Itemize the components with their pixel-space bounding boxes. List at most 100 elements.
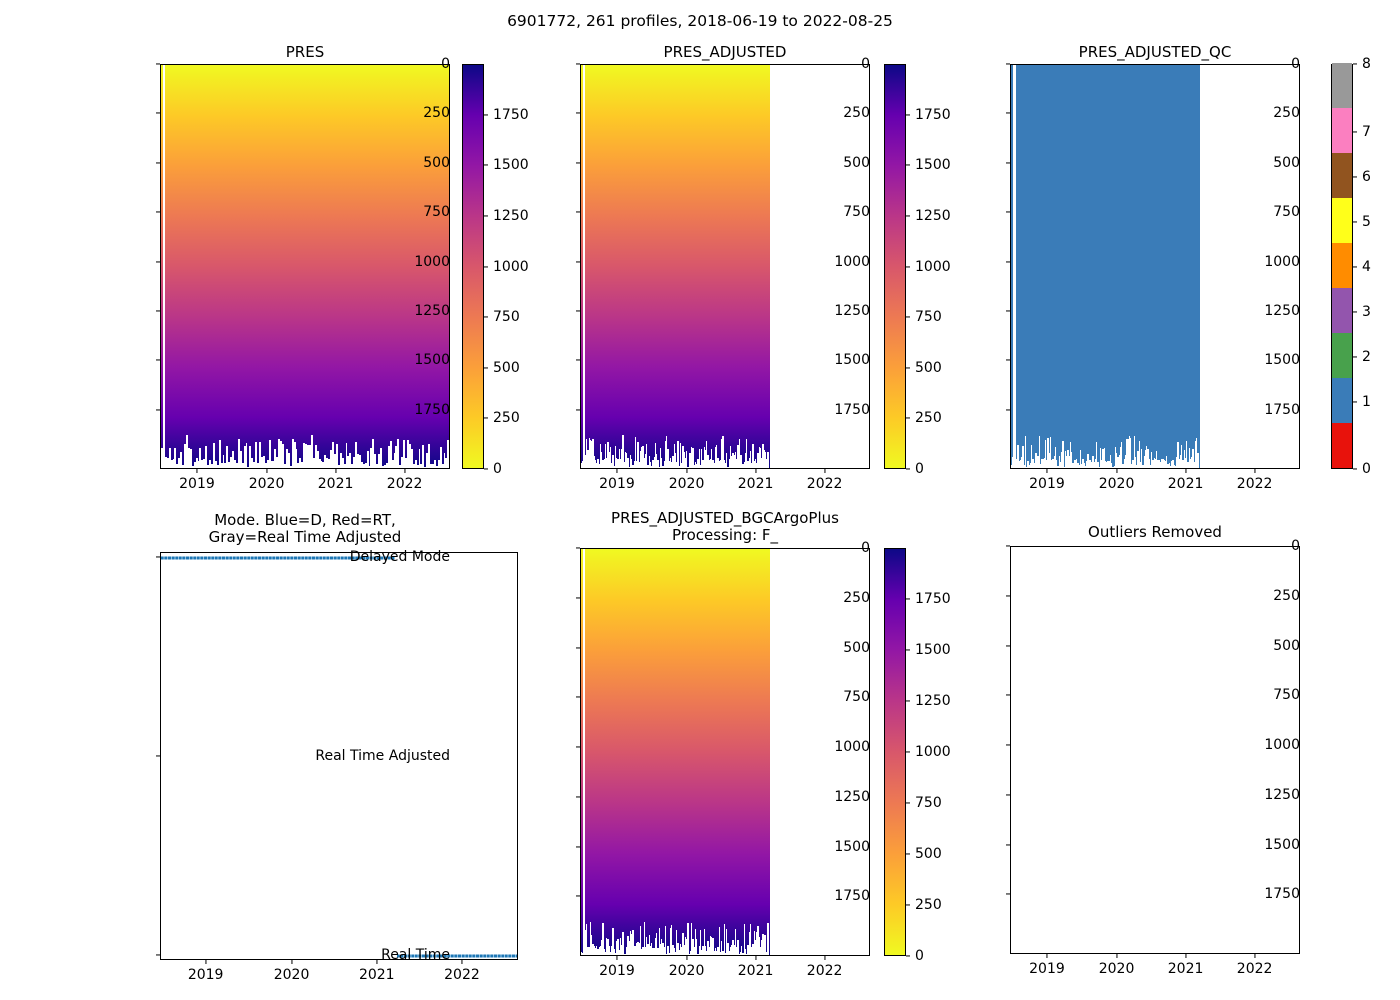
axes-pres[interactable] <box>160 64 450 469</box>
y-tick-label: Real Time <box>381 947 450 964</box>
y-tick-mark <box>156 359 160 361</box>
colorbar-tick-mark <box>906 468 910 470</box>
x-tick-label: 2021 <box>737 963 774 979</box>
x-tick-mark <box>1046 469 1048 473</box>
y-tick-label: 250 <box>843 589 870 606</box>
colorbar-tick-label: 250 <box>493 410 520 427</box>
colorbar-tick-label: 750 <box>915 795 942 811</box>
qc-colorbar-tick-mark <box>1353 220 1357 223</box>
y-tick-mark <box>1006 794 1010 796</box>
y-tick-label: 1500 <box>834 352 870 369</box>
y-tick-label: 500 <box>843 639 870 656</box>
x-tick-mark <box>1254 954 1256 958</box>
y-tick-label: 1750 <box>414 401 450 418</box>
x-tick-mark <box>616 469 618 473</box>
profile-depth-ragged-edge <box>581 434 770 468</box>
x-tick-mark <box>205 960 207 964</box>
y-tick-label: 250 <box>843 105 870 122</box>
colorbar-tick-mark <box>484 215 488 217</box>
y-tick-mark <box>576 211 580 213</box>
panel-bgc-title-line1: PRES_ADJUSTED_BGCArgoPlus <box>611 509 839 527</box>
x-tick-label: 2022 <box>1236 961 1273 977</box>
y-tick-mark <box>1006 843 1010 846</box>
y-tick-mark <box>576 261 580 263</box>
colorbar-tick-label: 1000 <box>493 258 529 275</box>
colorbar-tick-mark <box>906 417 910 419</box>
y-tick-label: 750 <box>843 204 870 221</box>
y-tick-label: 1000 <box>1264 737 1300 754</box>
qc-colorbar[interactable] <box>1331 63 1353 469</box>
colorbar-tick-mark <box>484 367 488 369</box>
y-tick-label: 250 <box>423 105 450 122</box>
axes-bgc[interactable] <box>580 548 870 956</box>
x-tick-mark <box>1046 954 1048 958</box>
axes-mode[interactable] <box>160 552 518 960</box>
panel-pres-adjusted: PRES_ADJUSTED 0 250 500 750 1000 1250 1500 1750… <box>576 44 870 492</box>
y-tick-mark <box>576 409 580 411</box>
panel-pres-adjusted-qc: PRES_ADJUSTED_QC 0 250 500 750 1000 1250 1500 1… <box>1006 43 1300 492</box>
x-tick-mark <box>376 960 378 964</box>
x-tick-mark <box>1116 954 1118 958</box>
qc-colorbar-tick-mark <box>1353 130 1357 133</box>
colorbar-tick-label: 750 <box>493 309 520 326</box>
y-tick-label: 250 <box>1273 587 1300 604</box>
x-tick-label: 2022 <box>386 476 423 492</box>
y-tick-mark <box>1006 694 1010 696</box>
y-tick-mark <box>156 310 160 312</box>
y-tick-label: 1250 <box>1264 786 1300 803</box>
profile-depth-ragged-edge <box>1011 434 1200 468</box>
qc-colorbar-tick-label: 2 <box>1362 348 1371 365</box>
y-tick-label: 250 <box>1273 105 1300 122</box>
y-tick-mark <box>576 547 580 549</box>
y-tick-mark <box>576 359 580 361</box>
y-tick-mark <box>576 696 580 698</box>
y-tick-label: 1500 <box>834 838 870 855</box>
qc-colorbar-swatch <box>1332 378 1352 423</box>
mode-series-line <box>161 556 396 560</box>
qc-colorbar-tick-mark <box>1353 310 1357 313</box>
x-tick-label: 2020 <box>248 476 285 492</box>
qc-colorbar-tick-mark <box>1353 355 1357 358</box>
y-tick-label: 1000 <box>1264 253 1300 270</box>
colorbar-tick-mark <box>906 904 910 906</box>
y-tick-mark <box>576 63 580 65</box>
pressure-colorbar[interactable] <box>884 548 906 956</box>
colorbar-tick-label: 1000 <box>915 744 951 760</box>
x-tick-mark <box>824 469 826 473</box>
colorbar-tick-label: 0 <box>915 461 924 477</box>
axes-pres-adjusted[interactable] <box>580 64 870 469</box>
y-tick-mark <box>1006 261 1010 263</box>
heatmap-gradient <box>1011 65 1200 468</box>
missing-profile-gap <box>582 549 585 955</box>
x-tick-label: 2019 <box>599 476 635 492</box>
colorbar-tick-mark <box>906 367 910 369</box>
y-tick-mark <box>576 112 580 114</box>
missing-profile-gap <box>582 65 585 468</box>
x-tick-label: 2019 <box>599 963 635 979</box>
colorbar-tick-label: 1250 <box>915 693 951 709</box>
qc-colorbar-swatch <box>1332 108 1352 153</box>
y-tick-mark <box>1006 893 1010 895</box>
panel-mode-title-line1: Mode. Blue=D, Red=RT, <box>214 511 396 529</box>
x-tick-label: 2022 <box>1236 476 1273 492</box>
colorbar-tick-mark <box>906 955 910 957</box>
panel-outliers: Outliers Removed 0 250 500 750 1000 1250 1500 1… <box>1006 524 1300 977</box>
axes-outliers[interactable] <box>1010 546 1300 954</box>
x-tick-label: 2022 <box>806 476 843 492</box>
colorbar-tick-mark <box>906 316 910 318</box>
panel-pres-adjusted-qc-title: PRES_ADJUSTED_QC <box>1078 43 1232 61</box>
y-tick-mark <box>1006 744 1010 746</box>
x-tick-mark <box>266 469 268 473</box>
qc-colorbar-swatch <box>1332 63 1352 108</box>
colorbar-tick-mark <box>484 468 488 470</box>
y-tick-mark <box>1006 112 1010 114</box>
y-tick-mark <box>156 261 160 263</box>
colorbar-tick-label: 250 <box>915 410 942 427</box>
x-tick-mark <box>755 956 757 960</box>
pressure-colorbar[interactable] <box>884 64 906 469</box>
axes-pres-adjusted-qc[interactable] <box>1010 64 1300 469</box>
qc-colorbar-tick-label: 7 <box>1362 123 1371 140</box>
panel-bgc-title-line2: Processing: F_ <box>671 526 779 544</box>
pressure-colorbar[interactable] <box>462 64 484 469</box>
colorbar-tick-mark <box>906 164 910 166</box>
